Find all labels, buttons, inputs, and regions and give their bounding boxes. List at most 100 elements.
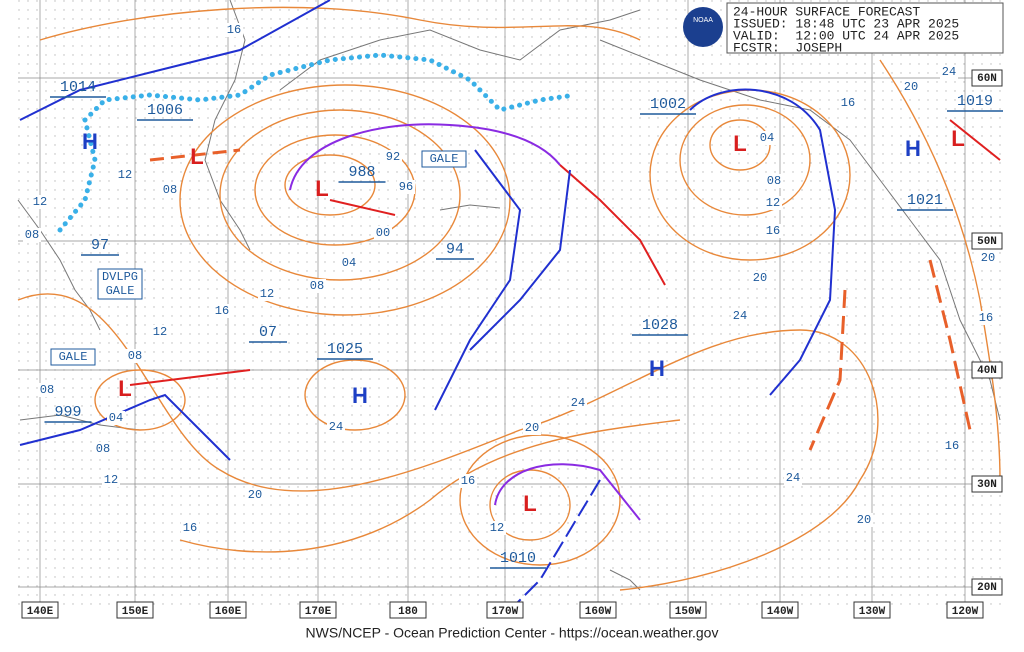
- labels: 140E 150E 160E 170E 180 170W 160W 150W 140W 130W 1…: [21, 23, 1004, 619]
- warning-label: DVLPG: [102, 270, 138, 284]
- isobar-label: 20: [904, 80, 918, 94]
- isobar-label-bg: [116, 168, 134, 182]
- isobar-label-bg: [839, 96, 857, 110]
- isobar-label-bg: [258, 287, 276, 301]
- high-center: H: [905, 136, 921, 161]
- isobar-label-bg: [181, 521, 199, 535]
- pressure-label: 1028: [642, 317, 678, 334]
- isobar-label: 12: [33, 195, 47, 209]
- lon-label-box: [21, 601, 59, 619]
- isobar-label: 24: [942, 65, 956, 79]
- pressure-label: 07: [259, 324, 277, 341]
- isobar-label-bg: [784, 471, 802, 485]
- lon-label: 180: [398, 606, 418, 618]
- isobar-label: 12: [490, 521, 504, 535]
- isobar-label: 24: [733, 309, 747, 323]
- lat-label-box: [971, 69, 1003, 87]
- isobar-label: 08: [40, 383, 54, 397]
- warning-label: GALE: [59, 350, 88, 364]
- isobar-label-bg: [102, 473, 120, 487]
- isobar-label: 04: [760, 131, 774, 145]
- isobar-label: 20: [753, 271, 767, 285]
- isobar-label: 12: [118, 168, 132, 182]
- isobar-label-bg: [758, 131, 776, 145]
- isobar-label-bg: [731, 309, 749, 323]
- lat-label: 40N: [977, 365, 997, 377]
- isobar-label: 24: [786, 471, 800, 485]
- isobar-label-bg: [246, 488, 264, 502]
- lon-label-box: [389, 601, 427, 619]
- lon-label-box: [579, 601, 617, 619]
- isobar-label: 20: [525, 421, 539, 435]
- isobar-label-bg: [397, 180, 415, 194]
- isobar-label-bg: [23, 228, 41, 242]
- pressure-label: 94: [446, 241, 464, 258]
- header-issued: ISSUED: 18:48 UTC 23 APR 2025: [733, 16, 959, 31]
- lon-label: 170W: [492, 606, 519, 618]
- warning-label: GALE: [430, 152, 459, 166]
- isobar-label-bg: [764, 196, 782, 210]
- pressure-label: 1014: [60, 79, 96, 96]
- low-center: L: [190, 144, 203, 169]
- pressure-label: 999: [54, 404, 81, 421]
- warning-box: [97, 268, 143, 300]
- logo: [683, 7, 723, 47]
- lat-label-box: [971, 475, 1003, 493]
- isobar-label: 04: [109, 411, 123, 425]
- isobar-label: 04: [342, 256, 356, 270]
- isobar-label-bg: [327, 420, 345, 434]
- isobar-label-bg: [384, 150, 402, 164]
- lon-label-box: [669, 601, 707, 619]
- isobar-label: 16: [979, 311, 993, 325]
- pressure-label: 1010: [500, 550, 536, 567]
- isobar-label: 24: [329, 420, 343, 434]
- lat-label: 30N: [977, 479, 997, 491]
- lon-label: 140E: [27, 606, 54, 618]
- isobar-label: 12: [260, 287, 274, 301]
- lon-label: 160E: [215, 606, 242, 618]
- isobar-label-bg: [569, 396, 587, 410]
- lon-label: 170E: [305, 606, 332, 618]
- pressure-label: 1021: [907, 192, 943, 209]
- lon-label: 120W: [952, 606, 979, 618]
- isobar-label: 08: [310, 279, 324, 293]
- isobar-label: 16: [183, 521, 197, 535]
- lat-label: 50N: [977, 236, 997, 248]
- lon-label-box: [209, 601, 247, 619]
- isobar-label: 08: [25, 228, 39, 242]
- lon-label: 160W: [585, 606, 612, 618]
- isobar-label-bg: [459, 474, 477, 488]
- isobars: [17, 6, 1001, 591]
- isobar-label: 20: [981, 251, 995, 265]
- ice-edge: [57, 52, 578, 233]
- lat-label: 20N: [977, 582, 997, 594]
- pressure-label: 988: [348, 164, 375, 181]
- low-center: L: [523, 491, 536, 516]
- isobar-label-bg: [340, 256, 358, 270]
- lon-label-box: [116, 601, 154, 619]
- isobar-label: 96: [399, 180, 413, 194]
- header-valid: VALID: 12:00 UTC 24 APR 2025: [733, 28, 959, 43]
- isobar-label-bg: [943, 439, 961, 453]
- isobar-label-bg: [126, 349, 144, 363]
- isobar-label-bg: [31, 195, 49, 209]
- isobar-label: 12: [153, 325, 167, 339]
- lon-label: 150E: [122, 606, 149, 618]
- isobar-label-bg: [523, 421, 541, 435]
- lat-label-box: [971, 578, 1003, 596]
- isobar-label-bg: [161, 183, 179, 197]
- map-background: [18, 0, 1001, 605]
- isobar-label: 00: [376, 226, 390, 240]
- isobar-label: 08: [96, 442, 110, 456]
- low-center: L: [733, 131, 746, 156]
- isobar-label-bg: [151, 325, 169, 339]
- isobar-label: 16: [945, 439, 959, 453]
- isobar-label-bg: [979, 251, 997, 265]
- isobar-label: 92: [386, 150, 400, 164]
- isobar-label-bg: [855, 513, 873, 527]
- isobar-label: 12: [766, 196, 780, 210]
- lon-label: 130W: [859, 606, 886, 618]
- low-center: L: [315, 176, 328, 201]
- isobar-label: 24: [571, 396, 585, 410]
